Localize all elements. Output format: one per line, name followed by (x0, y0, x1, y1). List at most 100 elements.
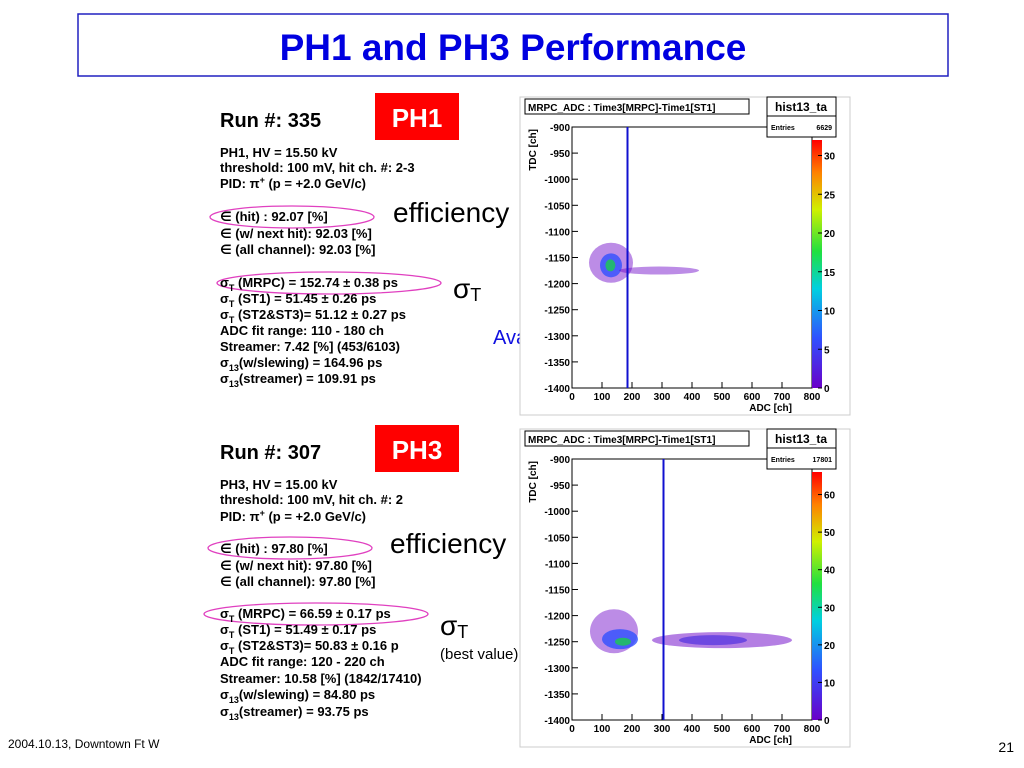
info-line: PID: π+ (p = +2.0 GeV/c) (220, 175, 366, 191)
x-tick-label: 0 (569, 724, 575, 735)
z-tick-label: 30 (824, 603, 836, 614)
line-symbol: PID: π (220, 176, 260, 191)
z-tick-label: 40 (824, 566, 836, 577)
footer-date: 2004.10.13, Downtown Ft W (8, 737, 160, 751)
y-tick-label: -1050 (544, 533, 570, 544)
stats-entries: 17801 (813, 457, 833, 464)
line-superscript: + (260, 175, 265, 185)
line-symbol: σ (220, 275, 229, 290)
sigma-symbol: σ (453, 273, 470, 304)
line-text: (p = +2.0 GeV/c) (265, 176, 366, 191)
z-tick-label: 0 (824, 384, 830, 395)
x-tick-label: 300 (654, 724, 671, 735)
line-subscript: 13 (229, 695, 239, 705)
x-tick-label: 300 (654, 392, 671, 403)
info-line: σ13(streamer) = 93.75 ps (220, 704, 369, 722)
run-number: Run #: 307 (220, 442, 321, 464)
line-subscript: T (229, 315, 235, 325)
highlight-ellipse (216, 271, 442, 295)
info-line: ∈ (w/ next hit): 92.03 [%] (220, 226, 372, 241)
run-number: Run #: 335 (220, 110, 321, 132)
event-cluster (619, 266, 699, 275)
info-line: threshold: 100 mV, hit ch. #: 2 (220, 492, 403, 507)
y-tick-label: -900 (550, 455, 570, 466)
y-tick-label: -1250 (544, 306, 570, 317)
sigma-subscript: T (470, 285, 481, 305)
line-text: (ST2&ST3)= 51.12 ± 0.27 ps (234, 307, 406, 322)
highlight-ellipse (209, 205, 375, 229)
line-subscript: T (229, 299, 235, 309)
y-axis-label: TDC [ch] (528, 461, 539, 503)
line-symbol: σ (220, 291, 229, 306)
y-tick-label: -1150 (545, 586, 570, 597)
y-tick-label: -1100 (545, 227, 570, 238)
x-tick-label: 700 (774, 724, 791, 735)
stats-entries-label: Entries (771, 125, 795, 132)
z-tick-label: 60 (824, 491, 836, 502)
stats-name: hist13_ta (775, 432, 827, 446)
sigma-subscript: T (457, 622, 468, 642)
info-line: σT (ST1) = 51.49 ± 0.17 ps (220, 622, 376, 640)
line-text: (w/slewing) = 164.96 ps (239, 355, 382, 370)
info-line: σT (ST1) = 51.45 ± 0.26 ps (220, 291, 376, 309)
line-superscript: + (260, 508, 265, 518)
event-cluster (679, 635, 747, 646)
y-tick-label: -1100 (545, 559, 570, 570)
line-text: (ST2&ST3)= 50.83 ± 0.16 p (234, 638, 398, 653)
info-line: PH3, HV = 15.00 kV (220, 477, 338, 492)
z-tick-label: 0 (824, 716, 830, 727)
event-cluster (605, 259, 616, 272)
line-text: ∈ (hit) : 92.07 [%] (220, 209, 328, 224)
line-text: ∈ (w/ next hit): 97.80 [%] (220, 558, 372, 573)
y-tick-label: -1200 (544, 280, 570, 291)
line-subscript: T (229, 646, 235, 656)
stats-name: hist13_ta (775, 100, 827, 114)
line-text: (MRPC) = 152.74 ± 0.38 ps (234, 275, 398, 290)
x-tick-label: 200 (624, 724, 641, 735)
line-symbol: σ (220, 687, 229, 702)
badge-box (375, 425, 459, 472)
y-tick-label: -1200 (544, 612, 570, 623)
y-tick-label: -950 (550, 149, 570, 160)
color-scale (812, 472, 822, 720)
info-line: PH1, HV = 15.50 kV (220, 145, 338, 160)
efficiency-note: efficiency (393, 197, 509, 228)
badge-label: PH3 (392, 435, 443, 465)
color-scale (812, 140, 822, 388)
z-tick-label: 20 (824, 641, 836, 652)
info-line: PID: π+ (p = +2.0 GeV/c) (220, 508, 366, 524)
stats-entries-label: Entries (771, 457, 795, 464)
badge-label: PH1 (392, 103, 443, 133)
z-tick-label: 50 (824, 528, 836, 539)
line-text: (ST1) = 51.49 ± 0.17 ps (234, 622, 376, 637)
hist-title-box (524, 98, 750, 115)
line-text: (ST1) = 51.45 ± 0.26 ps (234, 291, 376, 306)
info-line: ∈ (all channel): 92.03 [%] (220, 242, 375, 257)
x-tick-label: 800 (804, 392, 821, 403)
line-subscript: T (229, 614, 235, 624)
z-tick-label: 30 (824, 152, 836, 163)
efficiency-note: efficiency (390, 528, 506, 559)
x-tick-label: 800 (804, 724, 821, 735)
z-tick-label: 25 (824, 190, 836, 201)
line-text: ADC fit range: 110 - 180 ch (220, 323, 384, 338)
highlight-ellipse (203, 602, 429, 626)
info-line: Streamer: 10.58 [%] (1842/17410) (220, 671, 422, 686)
line-symbol: σ (220, 371, 229, 386)
line-text: threshold: 100 mV, hit ch. #: 2-3 (220, 160, 415, 175)
highlight-ellipse (207, 536, 373, 560)
line-symbol: σ (220, 638, 229, 653)
info-line: σT (ST2&ST3)= 50.83 ± 0.16 p (220, 638, 399, 656)
badge-box (375, 93, 459, 140)
info-line: ∈ (hit) : 97.80 [%] (220, 541, 328, 556)
line-subscript: 13 (229, 363, 239, 373)
line-text: PH1, HV = 15.50 kV (220, 145, 338, 160)
x-axis-label: ADC [ch] (749, 735, 792, 746)
page-number: 21 (998, 739, 1014, 755)
x-tick-label: 0 (569, 392, 575, 403)
line-text: (streamer) = 109.91 ps (239, 371, 376, 386)
line-text: ∈ (all channel): 92.03 [%] (220, 242, 375, 257)
sigma-note: σT (453, 273, 481, 305)
x-tick-label: 400 (684, 392, 701, 403)
info-line: ∈ (w/ next hit): 97.80 [%] (220, 558, 372, 573)
